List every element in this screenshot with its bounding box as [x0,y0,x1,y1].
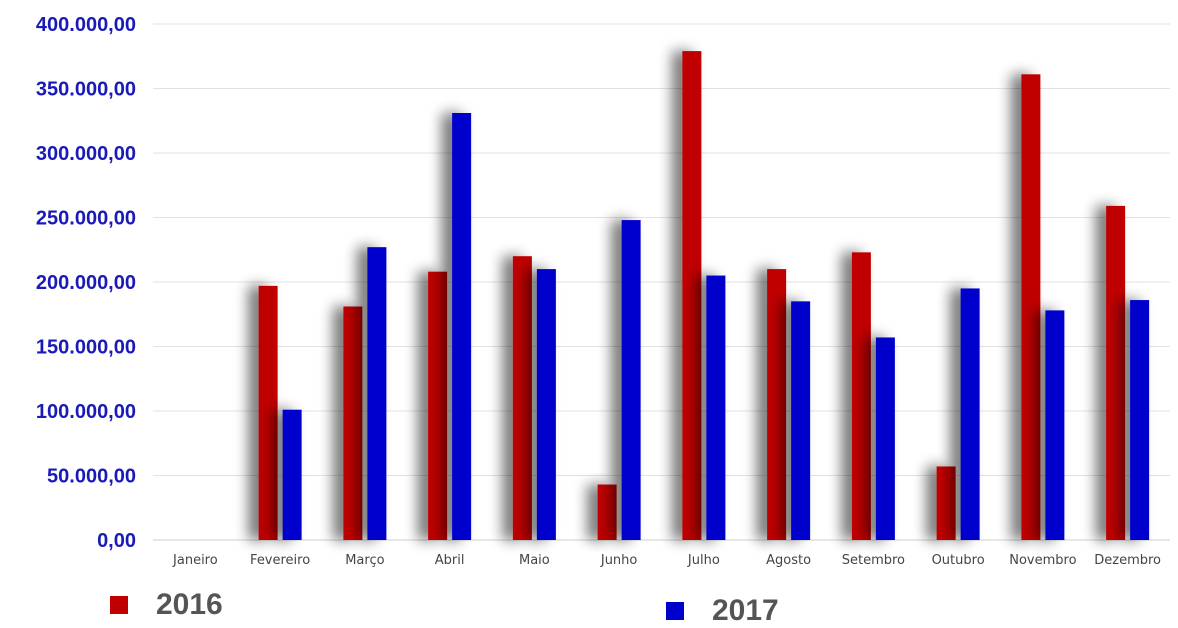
y-tick-label: 100.000,00 [36,401,136,423]
bar-chart: 0,00 50.000,00 100.000,00 150.000,00 200.000… [36,14,1170,568]
bar-2017-Agosto [791,301,811,540]
y-tick-label: 350.000,00 [36,79,136,101]
x-tick-label: Agosto [766,553,811,568]
legend-swatch-2016 [110,596,128,614]
bar-2016-Abril [428,271,448,540]
x-tick-label: Fevereiro [250,553,310,568]
legend-item-2016: 2016 [110,588,223,622]
bar-2017-Março [367,247,387,541]
x-tick-label: Dezembro [1094,553,1161,568]
x-axis: Janeiro Fevereiro Março Abril Maio Junho Julho… [172,553,1161,568]
y-axis: 0,00 50.000,00 100.000,00 150.000,00 200.000… [36,14,136,552]
x-tick-label: Maio [519,553,550,568]
y-tick-label: 250.000,00 [36,208,136,230]
bar-2017-Julho [706,275,726,540]
bar-2017-Junho [621,220,641,540]
x-tick-label: Setembro [842,553,905,568]
y-tick-label: 150.000,00 [36,337,136,359]
bar-2016-Fevereiro [258,285,278,540]
bar-2016-Março [343,306,363,540]
legend-label-2016: 2016 [156,588,223,621]
bar-2017-Dezembro [1130,300,1150,540]
y-tick-label: 300.000,00 [36,143,136,165]
bar-2017-Maio [536,269,556,540]
bar-2016-Maio [512,256,532,540]
y-tick-label: 200.000,00 [36,272,136,294]
x-tick-label: Janeiro [172,553,218,568]
bar-2016-Julho [682,51,702,541]
x-tick-label: Novembro [1009,553,1076,568]
x-tick-label: Abril [435,553,465,568]
y-tick-label: 0,00 [97,530,136,552]
gridlines [153,23,1170,541]
legend-label-2017: 2017 [712,594,779,627]
bar-2016-Junho [597,484,617,540]
x-tick-label: Junho [600,553,638,568]
y-tick-label: 400.000,00 [36,14,136,36]
bar-2017-Fevereiro [282,409,302,540]
x-tick-label: Outubro [932,553,985,568]
bar-2016-Agosto [767,269,787,540]
legend-item-2017: 2017 [666,594,779,628]
bar-2017-Abril [452,113,472,540]
bar-2017-Novembro [1045,310,1065,540]
bar-2016-Setembro [851,252,871,540]
bar-2017-Setembro [875,337,895,540]
bar-2016-Novembro [1021,74,1041,540]
y-tick-label: 50.000,00 [47,466,136,488]
x-tick-label: Março [345,553,384,568]
legend-swatch-2017 [666,602,684,620]
bar-2016-Outubro [936,466,956,540]
bars [258,51,1150,541]
bar-2017-Outubro [960,288,980,540]
bar-2016-Dezembro [1106,205,1126,540]
x-tick-label: Julho [687,553,720,568]
